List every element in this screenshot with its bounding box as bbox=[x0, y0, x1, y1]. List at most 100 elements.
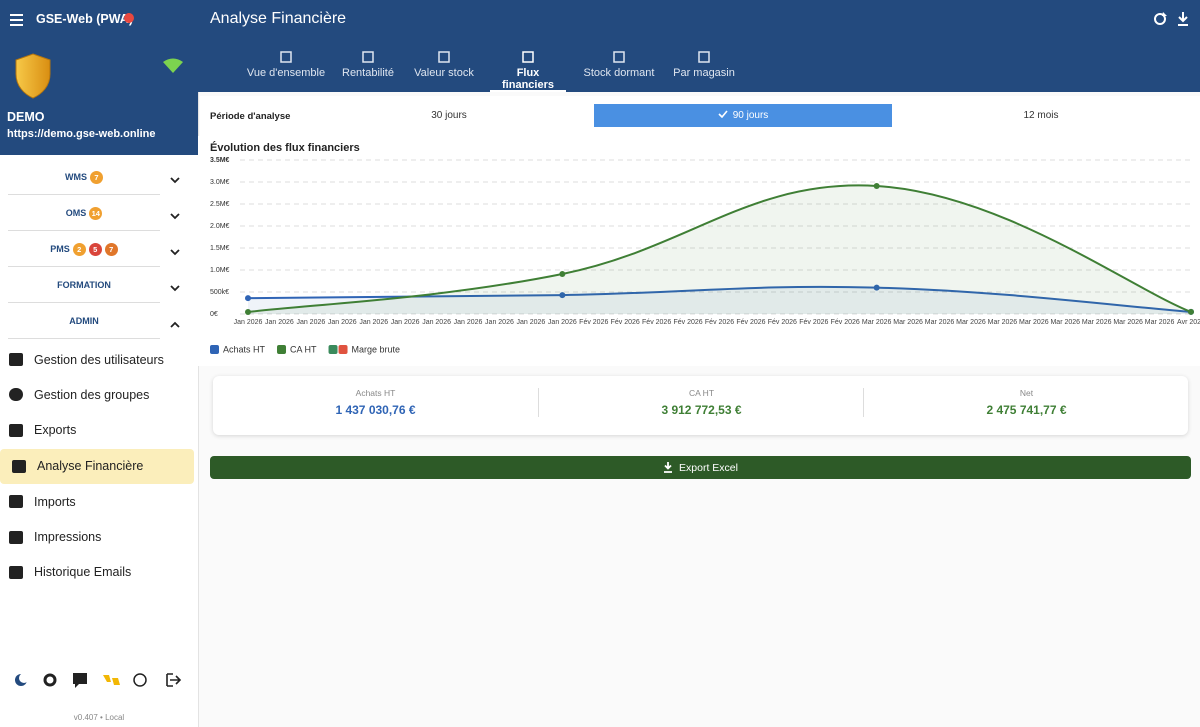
x-tick-label: Jan 2026 bbox=[234, 319, 263, 326]
legend-label: CA HT bbox=[290, 344, 317, 354]
menu-item[interactable]: Gestion des groupes bbox=[0, 377, 194, 412]
option-label: 30 jours bbox=[431, 110, 467, 121]
summary-value: 3 912 772,53 € bbox=[661, 403, 742, 417]
series-area bbox=[248, 286, 1191, 314]
menu-item[interactable]: Analyse Financière bbox=[0, 448, 194, 484]
x-tick-label: Mar 2026 bbox=[1050, 319, 1080, 326]
chart-title: Évolution des flux financiers bbox=[210, 141, 360, 154]
tab[interactable]: Par magasin bbox=[670, 44, 738, 92]
tab[interactable]: Stock dormant bbox=[580, 44, 658, 92]
tab-icon bbox=[280, 51, 292, 63]
x-tick-label: Jan 2026 bbox=[265, 319, 294, 326]
x-tick-label: Jan 2026 bbox=[516, 319, 545, 326]
y-tick-label: 2.0M€ bbox=[210, 223, 230, 230]
top-bar bbox=[0, 0, 1200, 92]
footer-icons[interactable] bbox=[10, 670, 190, 692]
y-tick-label: 3.0M€ bbox=[210, 179, 230, 186]
period-option[interactable]: 30 jours bbox=[300, 104, 598, 127]
org-name: DEMO bbox=[7, 110, 45, 124]
menu-item[interactable]: Gestion des utilisateurs bbox=[0, 342, 194, 377]
x-tick-label: Fév 2026 bbox=[642, 319, 671, 326]
summary-label: Net bbox=[1019, 388, 1034, 398]
y-tick-label: 500k€ bbox=[210, 289, 229, 296]
period-option[interactable]: 90 jours bbox=[594, 104, 892, 127]
badge: 2 bbox=[72, 242, 86, 256]
x-tick-label: Jan 2026 bbox=[328, 319, 357, 326]
series-area bbox=[248, 185, 1191, 314]
x-tick-label: Fév 2026 bbox=[768, 319, 797, 326]
summary-label: CA HT bbox=[688, 388, 715, 398]
period-label: Période d'analyse bbox=[210, 111, 291, 122]
legend-swatch bbox=[338, 345, 348, 354]
y-tick-label: 1.0M€ bbox=[210, 267, 230, 274]
period-row: Période d'analyse 30 jours 90 jours 12 moi… bbox=[200, 96, 1200, 136]
version: v0.407 • Local bbox=[73, 713, 125, 722]
tab-icon bbox=[698, 51, 710, 63]
menu-label: Gestion des utilisateurs bbox=[34, 352, 164, 367]
top-actions[interactable] bbox=[1150, 10, 1194, 30]
section-label: ADMIN bbox=[69, 316, 99, 326]
logo bbox=[15, 53, 51, 99]
x-tick-label: Jan 2026 bbox=[296, 319, 325, 326]
data-point bbox=[873, 182, 880, 189]
x-tick-label: Mar 2026 bbox=[893, 319, 923, 326]
section-label: OMS bbox=[65, 208, 87, 218]
export-button[interactable]: Export Excel bbox=[210, 456, 1191, 479]
x-tick-label: Fév 2026 bbox=[736, 319, 765, 326]
tab[interactable]: Valeur stock bbox=[410, 44, 478, 92]
data-point bbox=[873, 284, 880, 291]
sidebar-section[interactable]: ADMIN bbox=[8, 304, 160, 339]
option-label: 90 jours bbox=[732, 110, 769, 121]
org-url: https://demo.gse-web.online bbox=[7, 128, 156, 140]
menu-item[interactable]: Impressions bbox=[0, 520, 194, 555]
sidebar-section[interactable]: FORMATION bbox=[8, 268, 160, 303]
summary-item: CA HT 3 912 772,53 € bbox=[538, 388, 864, 417]
menu-icon bbox=[9, 495, 23, 509]
sidebar-header: GSE-Web (PWA) DEMO https://demo.gse-web.… bbox=[0, 0, 198, 155]
tab-icon bbox=[438, 51, 450, 63]
x-tick-label: Mar 2026 bbox=[1113, 319, 1143, 326]
menu-icon[interactable] bbox=[8, 10, 34, 30]
tab-label: Rentabilité bbox=[342, 67, 394, 79]
y-tick-label: 0€ bbox=[210, 311, 218, 318]
tab[interactable]: Flux financiers bbox=[490, 44, 566, 92]
data-point bbox=[559, 270, 566, 277]
menu-item[interactable]: Exports bbox=[0, 413, 194, 448]
menu-item[interactable]: Imports bbox=[0, 484, 194, 519]
x-tick-label: Fév 2026 bbox=[705, 319, 734, 326]
summary-value: 1 437 030,76 € bbox=[335, 403, 416, 417]
sidebar-section[interactable]: OMS 14 bbox=[8, 196, 160, 231]
tab[interactable]: Vue d'ensemble bbox=[244, 44, 328, 92]
tab[interactable]: Rentabilité bbox=[338, 44, 398, 92]
x-tick-label: Fév 2026 bbox=[831, 319, 860, 326]
chevron bbox=[170, 315, 180, 328]
x-tick-label: Mar 2026 bbox=[988, 319, 1018, 326]
data-point bbox=[245, 295, 251, 302]
summary-card: Achats HT 1 437 030,76 € CA HT 3 912 772,53… bbox=[213, 376, 1188, 435]
x-tick-label: Fév 2026 bbox=[673, 319, 702, 326]
sidebar-section[interactable]: PMS 2 5 7 bbox=[8, 232, 160, 267]
menu-label: Historique Emails bbox=[34, 565, 132, 580]
legend-label: Marge brute bbox=[352, 344, 401, 354]
page-title: Analyse Financière bbox=[210, 10, 347, 27]
chevron bbox=[170, 243, 180, 256]
x-tick-label: Mar 2026 bbox=[1019, 319, 1049, 326]
tab-label: Vue d'ensemble bbox=[246, 67, 326, 79]
summary-label: Achats HT bbox=[355, 388, 396, 398]
menu-item[interactable]: Historique Emails bbox=[0, 555, 194, 590]
x-tick-label: Jan 2026 bbox=[422, 319, 451, 326]
x-tick-label: Mar 2026 bbox=[1145, 319, 1175, 326]
section-label: WMS bbox=[65, 172, 87, 182]
chart-bg bbox=[198, 136, 1200, 366]
series-line bbox=[247, 285, 1192, 313]
app-name: GSE-Web (PWA) bbox=[36, 12, 133, 26]
summary-item: Achats HT 1 437 030,76 € bbox=[213, 388, 538, 417]
sidebar-section[interactable]: WMS 7 bbox=[8, 160, 160, 195]
menu-label: Exports bbox=[34, 423, 77, 438]
legend-swatch bbox=[328, 345, 338, 354]
tab-icon bbox=[362, 51, 374, 63]
chevron bbox=[170, 207, 180, 220]
period-option[interactable]: 12 mois bbox=[892, 104, 1190, 127]
tab-label: Par magasin bbox=[673, 67, 735, 79]
